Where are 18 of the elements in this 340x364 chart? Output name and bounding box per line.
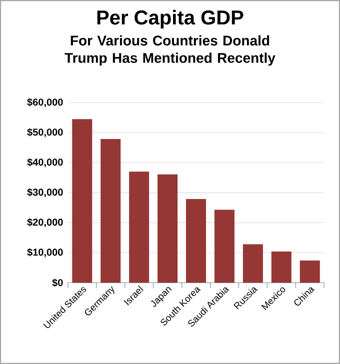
- chart-title: Per Capita GDP: [97, 10, 244, 29]
- y-tick-label: $30,000: [27, 188, 63, 198]
- bar: [186, 198, 206, 283]
- bar: [214, 210, 234, 283]
- bar: [271, 252, 292, 283]
- y-tick-label: $40,000: [27, 158, 63, 168]
- y-tick-label: $60,000: [27, 98, 63, 108]
- bar: [242, 244, 263, 283]
- y-tick-label: $20,000: [27, 218, 63, 228]
- bar: [100, 138, 121, 283]
- y-tick-label: $50,000: [27, 128, 63, 138]
- chart-subtitle: For Various Countries Donald Trump Has Mentioned Recently: [64, 35, 276, 66]
- bar: [129, 172, 150, 283]
- y-tick-label: $0: [52, 278, 63, 287]
- bar: [158, 174, 178, 283]
- bar: [72, 119, 92, 283]
- bar: [300, 260, 320, 283]
- y-tick-label: $10,000: [27, 248, 63, 258]
